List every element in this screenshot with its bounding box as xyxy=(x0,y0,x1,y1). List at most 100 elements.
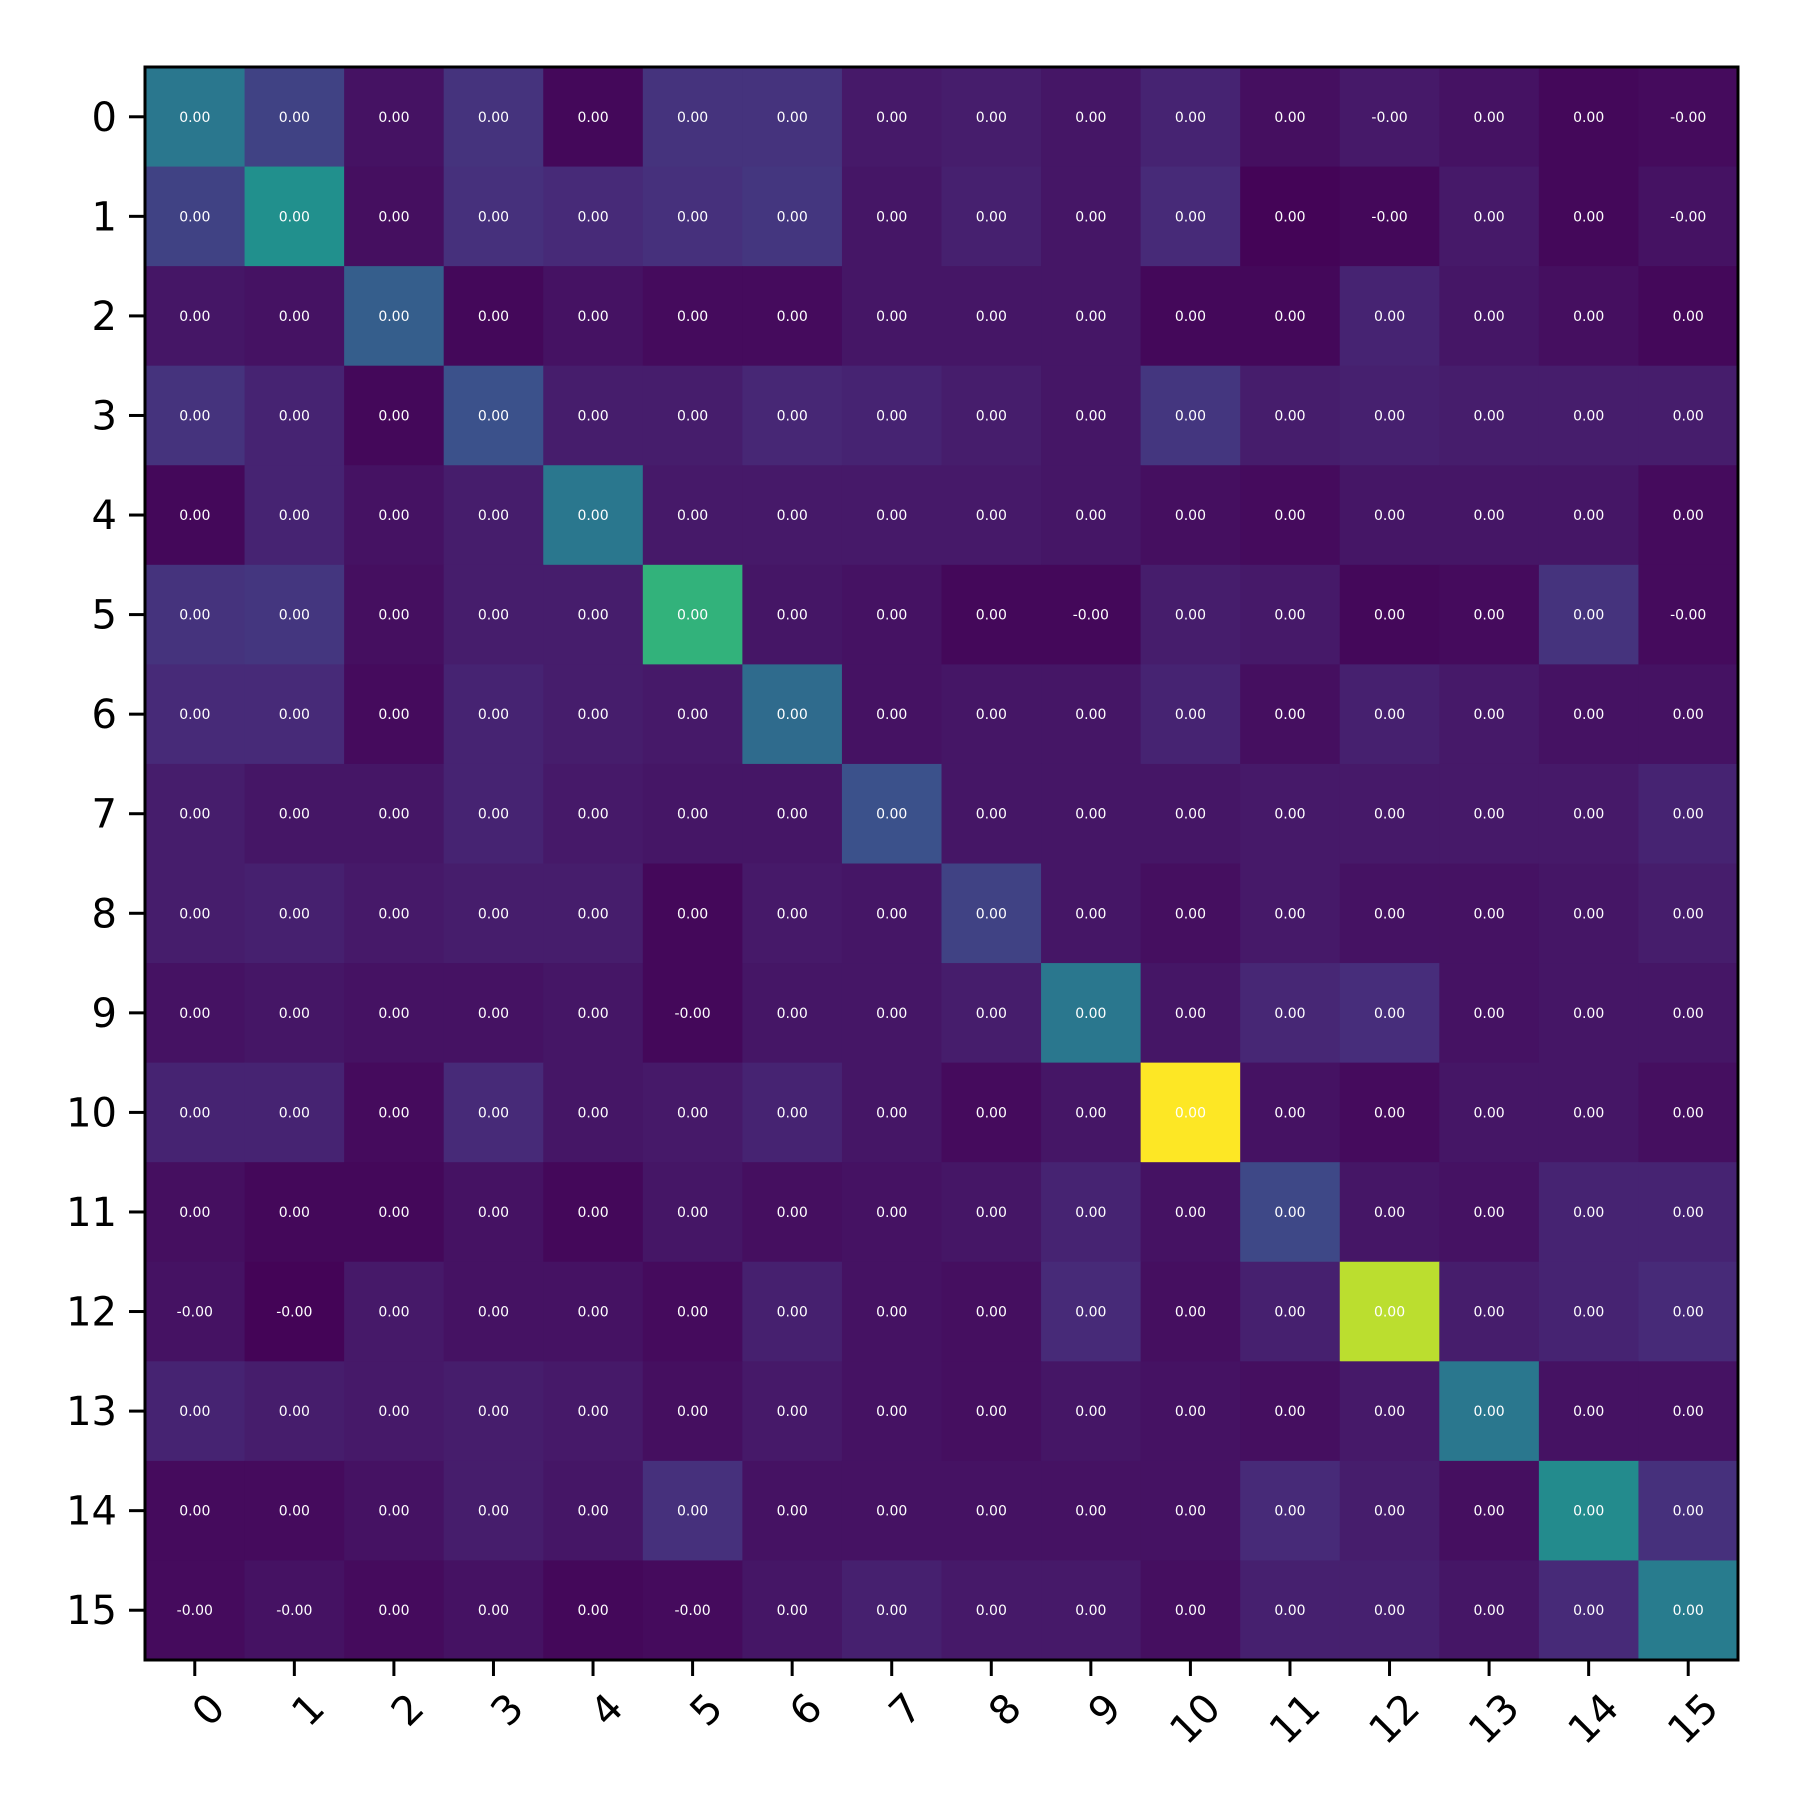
heatmap-cell xyxy=(1538,1460,1640,1562)
cell-value-label: 0.00 xyxy=(976,608,1007,624)
heatmap-cell xyxy=(1339,763,1440,865)
cell-value-label: 0.00 xyxy=(179,707,210,723)
cell-value-label: 0.00 xyxy=(1573,608,1604,624)
heatmap-cell xyxy=(543,1560,644,1661)
cell-value-label: 0.00 xyxy=(876,1504,907,1520)
heatmap-cell xyxy=(344,365,445,466)
heatmap-cell xyxy=(344,1560,445,1661)
cell-value-label: 0.00 xyxy=(1673,408,1704,424)
heatmap-cell xyxy=(443,1361,544,1462)
x-tick-label: 14 xyxy=(1560,1685,1629,1754)
cell-value-label: 0.00 xyxy=(777,209,808,225)
heatmap-cell xyxy=(543,1162,644,1263)
cell-value-label: 0.00 xyxy=(777,608,808,624)
heatmap-cell xyxy=(1240,664,1341,765)
heatmap-cell xyxy=(1240,365,1341,466)
heatmap-cell xyxy=(145,1560,246,1661)
cell-value-label: 0.00 xyxy=(279,608,310,624)
heatmap-cell xyxy=(1041,1162,1142,1263)
cell-value-label: 0.00 xyxy=(1474,408,1505,424)
heatmap-cell xyxy=(1041,365,1142,466)
heatmap-cell xyxy=(1538,166,1640,267)
heatmap-cell xyxy=(244,763,345,865)
cell-value-label: 0.00 xyxy=(1274,906,1305,922)
cell-value-label: 0.00 xyxy=(1573,1504,1604,1520)
cell-value-label: 0.00 xyxy=(378,707,409,723)
heatmap-cell xyxy=(841,1460,943,1562)
cell-value-label: 0.00 xyxy=(279,1404,310,1420)
heatmap-cell xyxy=(1538,67,1640,168)
cell-value-label: 0.00 xyxy=(1673,1006,1704,1022)
cell-value-label: 0.00 xyxy=(1474,1105,1505,1121)
cell-value-label: 0.00 xyxy=(1673,1603,1704,1619)
heatmap-cell xyxy=(344,67,445,168)
x-tick-label: 0 xyxy=(184,1685,235,1736)
heatmap-cell xyxy=(841,863,943,964)
heatmap-cell xyxy=(1439,1062,1540,1163)
heatmap-cell xyxy=(543,1062,644,1163)
heatmap-cell xyxy=(543,365,644,466)
cell-value-label: 0.00 xyxy=(976,1205,1007,1221)
cell-value-label: 0.00 xyxy=(1374,1404,1405,1420)
heatmap-cell xyxy=(841,664,943,765)
heatmap-cell xyxy=(1041,1460,1142,1562)
cell-value-label: 0.00 xyxy=(1573,209,1604,225)
cell-value-label: 0.00 xyxy=(179,1105,210,1121)
heatmap-cell xyxy=(443,963,544,1064)
heatmap-cell xyxy=(1439,1560,1540,1661)
heatmap-cell xyxy=(244,1062,345,1163)
cell-value-label: 0.00 xyxy=(378,1603,409,1619)
heatmap-cell xyxy=(841,465,943,566)
heatmap-cell xyxy=(1041,266,1142,367)
cell-value-label: 0.00 xyxy=(478,1404,509,1420)
heatmap-cell xyxy=(1439,564,1540,665)
heatmap-cell xyxy=(1439,1162,1540,1263)
heatmap-cell xyxy=(1538,365,1640,466)
cell-value-label: 0.00 xyxy=(179,608,210,624)
cell-value-label: 0.00 xyxy=(876,906,907,922)
cell-value-label: 0.00 xyxy=(1274,707,1305,723)
cell-value-label: 0.00 xyxy=(478,608,509,624)
x-tick-label: 4 xyxy=(582,1685,633,1736)
heatmap-cell xyxy=(145,1162,246,1263)
cell-value-label: 0.00 xyxy=(976,508,1007,524)
heatmap-cell xyxy=(742,863,843,964)
heatmap-cell xyxy=(841,266,943,367)
heatmap-cell xyxy=(1339,1162,1440,1263)
heatmap-cell xyxy=(344,465,445,566)
heatmap-cell xyxy=(1538,763,1640,865)
heatmap-cell xyxy=(1439,1361,1540,1462)
heatmap-cell xyxy=(742,1361,843,1462)
cell-value-label: 0.00 xyxy=(677,508,708,524)
cell-value-label: 0.00 xyxy=(677,209,708,225)
cell-value-label: 0.00 xyxy=(1075,1404,1106,1420)
cell-value-label: 0.00 xyxy=(1175,408,1206,424)
heatmap-cell xyxy=(642,1460,743,1562)
heatmap-cell xyxy=(742,564,843,665)
cell-value-label: 0.00 xyxy=(1474,1603,1505,1619)
heatmap-cell xyxy=(1538,266,1640,367)
heatmap-cell xyxy=(1638,1560,1739,1661)
cell-value-label: 0.00 xyxy=(1673,309,1704,325)
heatmap-cell xyxy=(1140,763,1241,865)
y-tick-label: 15 xyxy=(66,1588,117,1634)
cell-value-label: 0.00 xyxy=(677,309,708,325)
heatmap-cell xyxy=(145,266,246,367)
heatmap-cell xyxy=(543,166,644,267)
heatmap-cell xyxy=(1041,863,1142,964)
cell-value-label: 0.00 xyxy=(1274,807,1305,823)
heatmap-cell xyxy=(642,1162,743,1263)
cell-value-label: 0.00 xyxy=(1175,1603,1206,1619)
cell-value-label: 0.00 xyxy=(1274,1006,1305,1022)
cell-value-label: 0.00 xyxy=(577,1603,608,1619)
heatmap-cell xyxy=(1339,863,1440,964)
y-tick-label: 9 xyxy=(92,991,117,1037)
heatmap-cell xyxy=(344,1062,445,1163)
cell-value-label: 0.00 xyxy=(1075,508,1106,524)
heatmap-cell xyxy=(1638,465,1739,566)
cell-value-label: 0.00 xyxy=(876,1305,907,1321)
heatmap-cell xyxy=(941,1162,1042,1263)
cell-value-label: 0.00 xyxy=(577,1205,608,1221)
cell-value-label: 0.00 xyxy=(876,1006,907,1022)
